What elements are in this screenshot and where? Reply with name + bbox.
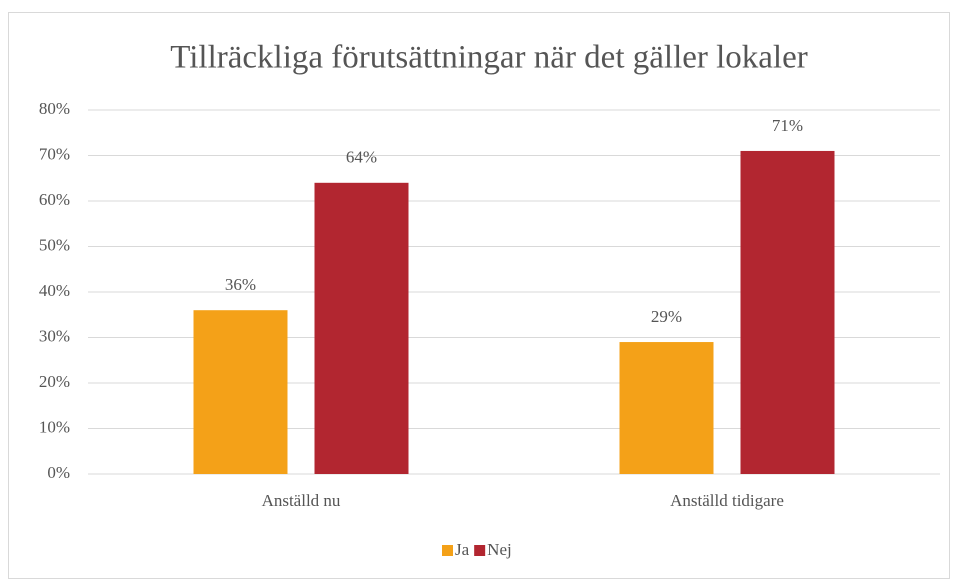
x-tick-label: Anställd nu bbox=[262, 491, 341, 510]
y-tick-label: 50% bbox=[39, 235, 70, 254]
bar bbox=[740, 150, 835, 474]
legend-label: Nej bbox=[487, 540, 512, 559]
data-label: 71% bbox=[772, 116, 803, 135]
legend-label: Ja bbox=[455, 540, 470, 559]
bar bbox=[193, 310, 288, 474]
data-label: 64% bbox=[346, 148, 377, 167]
y-tick-label: 80% bbox=[39, 99, 70, 118]
y-tick-label: 70% bbox=[39, 144, 70, 163]
chart-title: Tillräckliga förutsättningar när det gäl… bbox=[170, 40, 808, 76]
y-tick-label: 0% bbox=[47, 463, 70, 482]
legend-swatch bbox=[442, 545, 453, 556]
y-tick-label: 30% bbox=[39, 326, 70, 345]
bar bbox=[619, 342, 714, 474]
legend-swatch bbox=[474, 545, 486, 556]
data-label: 36% bbox=[225, 275, 256, 294]
y-tick-label: 10% bbox=[39, 417, 70, 436]
y-tick-label: 60% bbox=[39, 190, 70, 209]
y-tick-label: 20% bbox=[39, 372, 70, 391]
data-label: 29% bbox=[651, 307, 682, 326]
bar bbox=[314, 182, 409, 475]
y-tick-label: 40% bbox=[39, 281, 70, 300]
x-tick-label: Anställd tidigare bbox=[670, 491, 784, 510]
